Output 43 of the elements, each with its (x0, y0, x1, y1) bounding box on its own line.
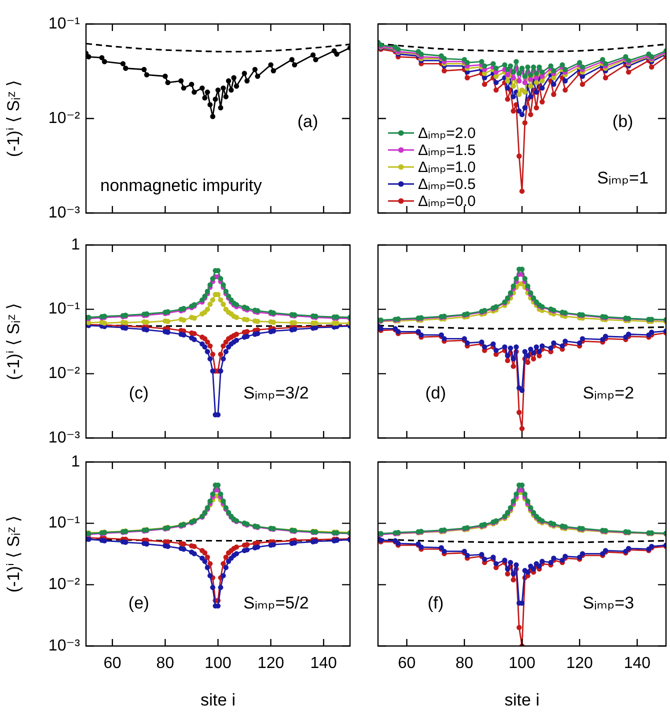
y-tick-label: 10⁻¹ (48, 514, 80, 532)
annotation: Sᵢₘₚ=1 (597, 168, 648, 188)
x-tick-label: 80 (156, 655, 174, 672)
y-axis-title: (-1)ⁱ ⟨ Sᵢᶻ ⟩ (4, 80, 23, 158)
annotation: (c) (128, 383, 149, 402)
y-axis-title: (-1)ⁱ ⟨ Sᵢᶻ ⟩ (4, 302, 23, 380)
legend-label: Δᵢₘₚ=0.5 (418, 176, 476, 194)
x-tick-label: 140 (310, 655, 338, 672)
annotation: (a) (297, 112, 318, 131)
y-axis-title: (-1)ⁱ ⟨ Sᵢᶻ ⟩ (4, 515, 23, 593)
annotation: Sᵢₘₚ=5/2 (243, 593, 309, 612)
annotation: nonmagnetic impurity (100, 176, 262, 196)
x-tick-label: 60 (104, 655, 122, 672)
legend-label: Δᵢₘₚ=0.0 (418, 193, 476, 210)
legend-label: Δᵢₘₚ=1.5 (418, 142, 476, 160)
legend-label: Δᵢₘₚ=1.0 (418, 159, 476, 176)
x-tick-label: 80 (456, 655, 474, 672)
x-axis-title: site i (504, 690, 540, 710)
y-tick-label: 10⁻² (48, 576, 81, 594)
y-tick-label: 10⁻³ (48, 429, 81, 446)
legend-label: Δᵢₘₚ=2.0 (418, 125, 476, 142)
annotation: Sᵢₘₚ=2 (582, 383, 634, 402)
x-axis-title: site i (200, 690, 236, 710)
x-tick-label: 100 (204, 655, 232, 672)
x-tick-label: 100 (508, 655, 536, 672)
x-tick-label: 60 (398, 655, 416, 672)
annotation: Sᵢₘₚ=3/2 (243, 383, 309, 402)
annotation: (f) (428, 593, 444, 612)
y-tick-label: 10⁻² (48, 110, 81, 127)
annotation: (e) (128, 593, 150, 612)
annotation: (b) (612, 112, 634, 131)
y-tick-label: 10⁻³ (48, 204, 81, 222)
y-tick-label: 10⁻³ (48, 637, 81, 654)
y-tick-label: 10⁻¹ (48, 15, 80, 32)
x-tick-label: 120 (257, 655, 284, 672)
y-tick-label: 10⁻² (48, 365, 81, 382)
y-tick-label: 1 (71, 453, 80, 470)
x-tick-label: 120 (566, 655, 594, 672)
x-tick-label: 140 (624, 655, 651, 672)
annotation: Sᵢₘₚ=3 (582, 593, 634, 612)
annotation: (d) (425, 383, 446, 402)
y-tick-label: 10⁻¹ (48, 300, 80, 318)
y-tick-label: 1 (71, 236, 80, 254)
